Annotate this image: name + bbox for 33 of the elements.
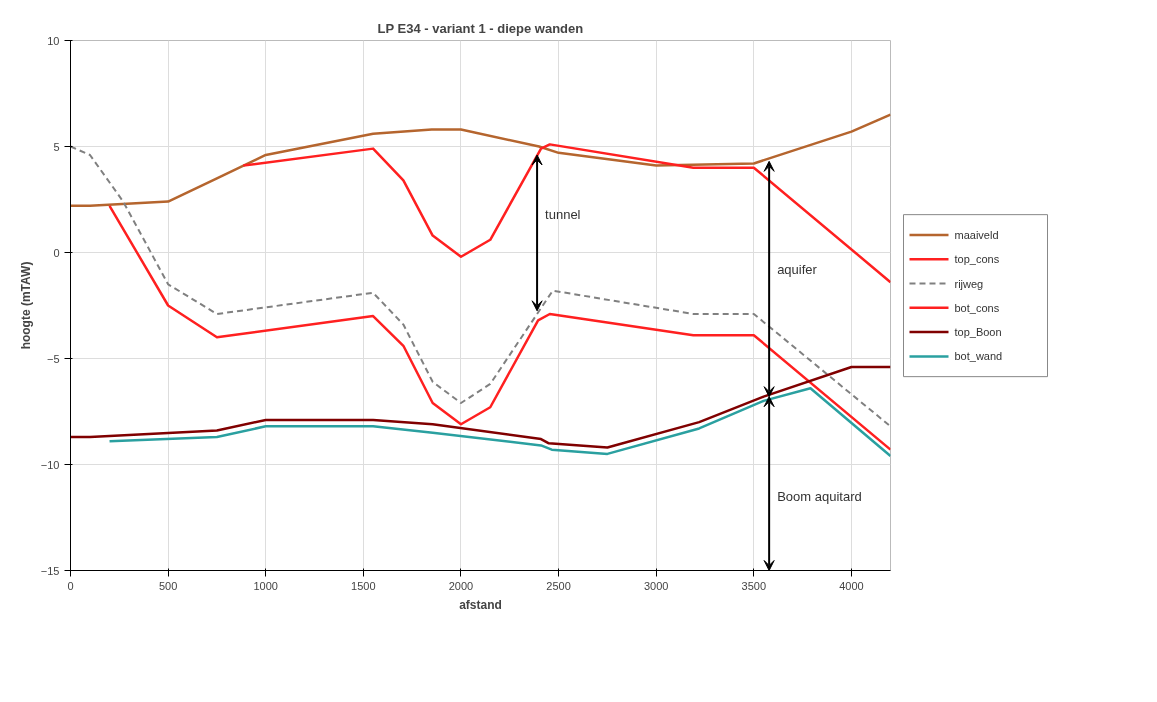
x-tick-label: 1500 xyxy=(351,579,376,592)
line-series xyxy=(108,204,891,451)
line-series xyxy=(242,143,891,284)
y-axis-title: hoogte (mTAW) xyxy=(18,261,33,350)
legend-label: bot_wand xyxy=(954,350,1003,363)
x-axis-title: afstand xyxy=(459,597,502,612)
y-tick-label: −15 xyxy=(40,564,60,577)
y-tick-label: 10 xyxy=(47,34,60,47)
x-tick-label: 0 xyxy=(67,579,74,592)
x-tick-label: 3500 xyxy=(741,579,767,592)
y-tick-label: −10 xyxy=(40,458,60,471)
line-series xyxy=(70,113,891,208)
x-tick-label: 500 xyxy=(158,579,178,592)
line-series xyxy=(108,386,891,458)
x-tick-label: 1000 xyxy=(253,579,278,592)
line-series xyxy=(70,145,891,428)
x-tick-label: 4000 xyxy=(839,579,864,592)
legend-label: rijweg xyxy=(954,277,984,290)
annotation: tunnel xyxy=(545,206,581,222)
y-tick-label: 5 xyxy=(53,140,60,153)
x-tick-label: 2000 xyxy=(448,579,474,592)
legend-label: bot_cons xyxy=(954,301,1000,314)
legend-label: maaiveld xyxy=(954,228,999,241)
line-series xyxy=(70,365,891,449)
annotation: Boom aquitard xyxy=(777,488,862,504)
y-tick-label: −5 xyxy=(46,352,60,365)
chart-title: LP E34 - variant 1 - diepe wanden xyxy=(377,20,584,36)
x-tick-label: 3000 xyxy=(643,579,669,592)
legend-label: top_Boon xyxy=(954,326,1002,339)
legend-label: top_cons xyxy=(954,253,1000,266)
annotation: aquifer xyxy=(777,261,818,277)
y-tick-label: 0 xyxy=(53,246,60,259)
x-tick-label: 2500 xyxy=(546,579,571,592)
